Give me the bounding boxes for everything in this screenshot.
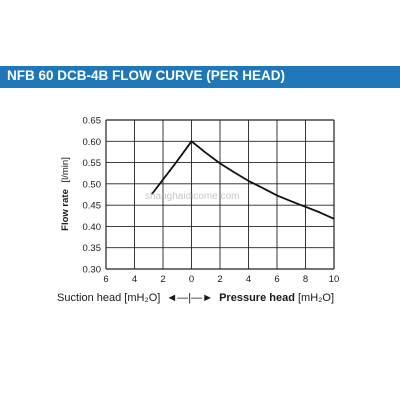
y-tick-label: 0.45: [83, 201, 102, 212]
watermark: shanghaidicome.com: [145, 191, 240, 202]
y-tick-label: 0.35: [83, 243, 102, 254]
suction-head-label: Suction head [mH₂O]: [57, 292, 161, 304]
x-tick-label: 4: [246, 274, 251, 285]
y-axis-label-text: Flow rate: [60, 189, 71, 231]
y-axis-label-unit: [l/min]: [60, 157, 71, 182]
x-tick-label: 2: [217, 274, 222, 285]
chart-title: NFB 60 DCB-4B FLOW CURVE (PER HEAD): [7, 68, 286, 83]
y-tick-label: 0.60: [83, 137, 102, 148]
x-tick-label: 6: [103, 274, 108, 285]
y-tick-label: 0.40: [83, 222, 102, 233]
y-tick-label: 0.50: [83, 179, 102, 190]
pressure-head-label: Pressure head: [219, 292, 295, 304]
flow-curve-line: [150, 140, 335, 220]
x-tick-label: 6: [274, 274, 279, 285]
pressure-head-unit: [mH₂O]: [297, 292, 335, 304]
x-tick-label: 10: [329, 274, 340, 285]
x-axis-label: Suction head [mH₂O] ◄—|—► Pressure head …: [57, 292, 334, 304]
y-tick-label: 0.55: [83, 158, 102, 169]
x-tick-label: 4: [132, 274, 137, 285]
direction-arrow-icon: ◄—|—►: [166, 292, 214, 304]
y-tick-label: 0.30: [83, 265, 102, 276]
y-tick-label: 0.65: [83, 116, 102, 127]
x-tick-label: 0: [189, 274, 194, 285]
x-tick-label: 2: [160, 274, 165, 285]
title-bar: NFB 60 DCB-4B FLOW CURVE (PER HEAD): [0, 66, 400, 88]
y-axis-label: Flow rate [l/min]: [60, 157, 71, 231]
x-tick-label: 8: [303, 274, 308, 285]
